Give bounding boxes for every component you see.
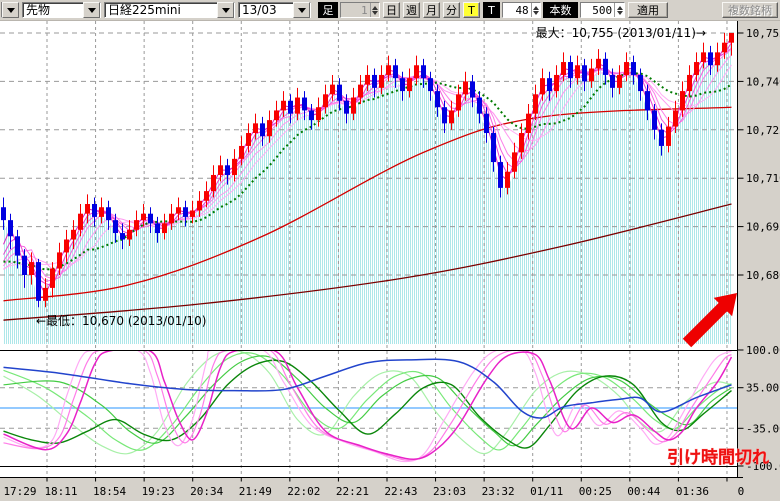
svg-text:18:11: 18:11: [44, 485, 77, 498]
chevron-down-icon[interactable]: [217, 2, 234, 18]
svg-text:23:32: 23:32: [482, 485, 515, 498]
contract-month-value: 13/03: [242, 3, 277, 17]
tick-button[interactable]: T: [463, 2, 480, 18]
symbol-value: 日経225mini: [108, 3, 181, 17]
svg-text:-100.0: -100.0: [746, 460, 780, 473]
symbol-select[interactable]: 日経225mini: [104, 2, 235, 18]
category-select[interactable]: 先物: [22, 2, 101, 18]
interval-input[interactable]: [341, 3, 370, 17]
tick-count-stepper[interactable]: [502, 2, 541, 18]
month-button[interactable]: 月: [423, 2, 440, 18]
svg-text:10,680: 10,680: [746, 269, 780, 282]
oscillator-series: [0, 350, 737, 463]
bar-count-input[interactable]: [581, 3, 615, 17]
rci-green-4: [3, 359, 732, 449]
rci-green-1: [3, 350, 732, 455]
svg-text:22:43: 22:43: [384, 485, 417, 498]
svg-text:21:49: 21:49: [239, 485, 272, 498]
svg-text:20:34: 20:34: [190, 485, 223, 498]
rci-pink-2: [3, 350, 732, 461]
svg-text:-35.00: -35.00: [746, 422, 780, 435]
bar-count-stepper[interactable]: [580, 2, 625, 18]
svg-text:35.00: 35.00: [746, 382, 779, 395]
long-ma-maroon: [3, 203, 732, 321]
gridlines: [0, 21, 737, 478]
bar-count-spin-button[interactable]: [614, 3, 624, 17]
apply-button[interactable]: 適用: [628, 2, 668, 18]
svg-text:22:02: 22:02: [287, 485, 320, 498]
svg-text:00:44: 00:44: [627, 485, 660, 498]
svg-text:18:54: 18:54: [93, 485, 126, 498]
svg-text:01/11: 01/11: [530, 485, 563, 498]
axis-labels: 10,755 10,740 10,725 10,710 10,695 10,680 100.…: [3, 27, 780, 498]
svg-text:10,695: 10,695: [746, 221, 780, 234]
svg-text:19:23: 19:23: [142, 485, 175, 498]
tick-count-label: T: [483, 2, 500, 18]
chevron-down-icon[interactable]: [2, 2, 19, 18]
price-area-fill: [3, 42, 732, 345]
chevron-down-icon[interactable]: [83, 2, 100, 18]
slow-blue: [3, 358, 732, 419]
annotation-min: ←最低：10,670 (2013/01/10): [36, 314, 206, 328]
multi-symbol-button[interactable]: 複数銘柄: [722, 2, 778, 18]
day-button[interactable]: 日: [383, 2, 400, 18]
rci-green-2: [3, 352, 732, 451]
svg-text:01:36: 01:36: [676, 485, 709, 498]
svg-text:22:21: 22:21: [336, 485, 369, 498]
panel-frame: [0, 21, 744, 482]
interval-stepper[interactable]: [340, 2, 380, 18]
svg-text:100.00: 100.00: [746, 344, 780, 357]
chevron-down-icon[interactable]: [293, 2, 310, 18]
contract-month-select[interactable]: 13/03: [238, 2, 311, 18]
svg-text:10,710: 10,710: [746, 172, 780, 185]
svg-text:10,725: 10,725: [746, 124, 780, 137]
minute-button[interactable]: 分: [443, 2, 460, 18]
tick-count-input[interactable]: [503, 3, 531, 17]
rci-pink-1: [3, 350, 732, 463]
svg-text:23:03: 23:03: [433, 485, 466, 498]
status-text: 引け時間切れ: [667, 447, 769, 468]
svg-text:17:29: 17:29: [3, 485, 36, 498]
red-up-arrow: [682, 293, 737, 348]
mini-dropdown[interactable]: [1, 2, 19, 18]
candlesticks: [1, 33, 734, 308]
category-value: 先物: [26, 3, 51, 17]
week-button[interactable]: 週: [403, 2, 420, 18]
svg-text:10,755: 10,755: [746, 27, 780, 40]
rci-magenta: [3, 350, 733, 460]
annotation-max: 最大：10,755 (2013/01/11)→: [536, 26, 706, 40]
rci-green-3: [3, 355, 732, 447]
svg-text:0: 0: [738, 485, 745, 498]
tick-count-spin-button[interactable]: [530, 3, 540, 17]
svg-text:00:25: 00:25: [579, 485, 612, 498]
svg-text:10,740: 10,740: [746, 75, 780, 88]
toolbar: 先物 日経225mini 13/03 足 日 週 月 分 T T 本数 適用 複…: [0, 0, 780, 21]
bar-count-label: 本数: [543, 2, 578, 18]
bar-type-label: 足: [318, 2, 338, 18]
interval-spin-button[interactable]: [369, 3, 379, 17]
